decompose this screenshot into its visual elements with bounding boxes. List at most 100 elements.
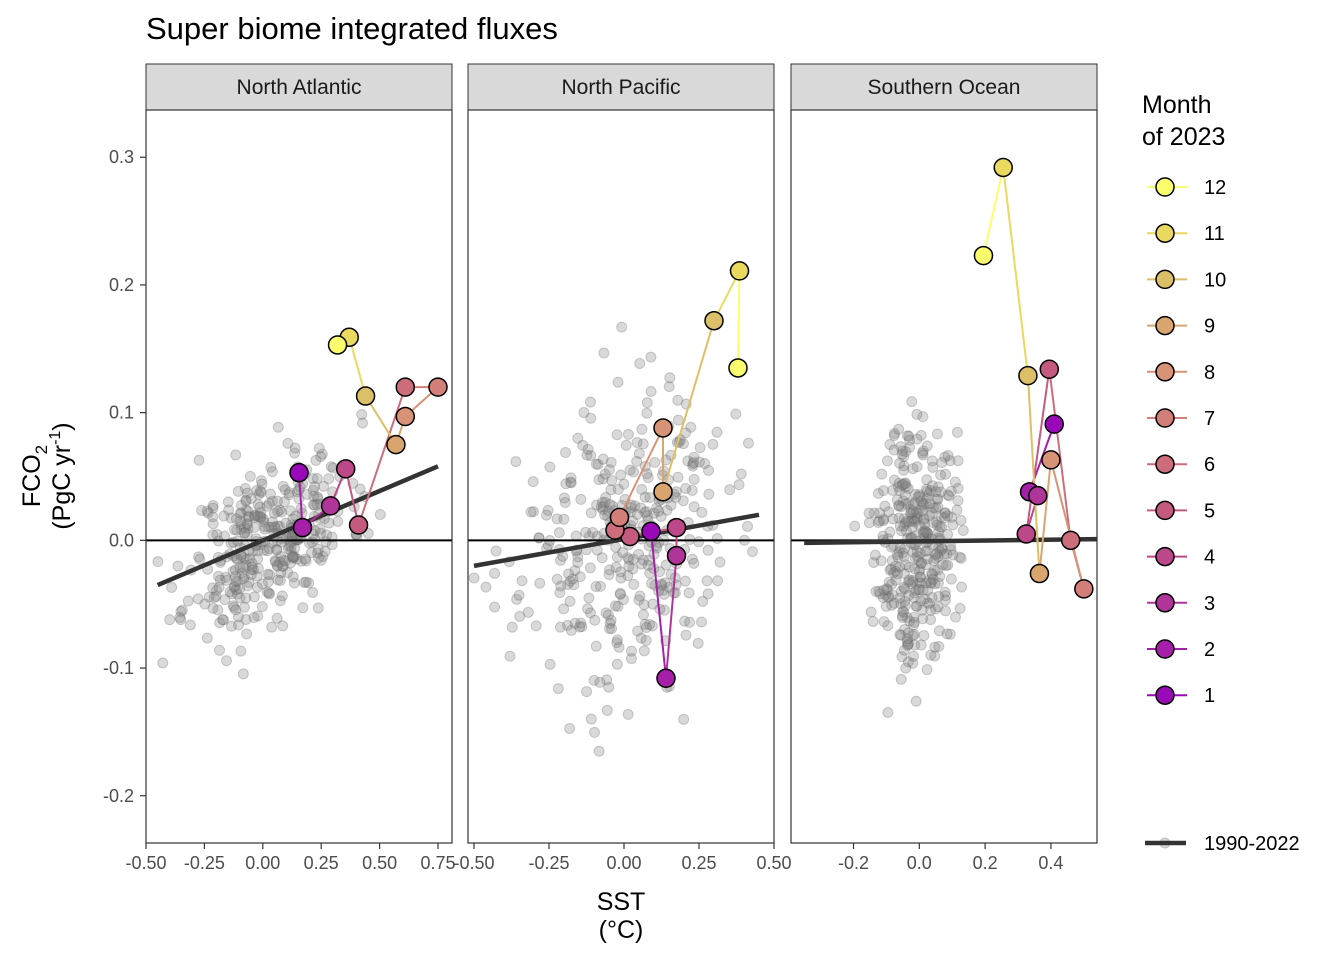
historical-point [614,587,626,599]
historical-point [688,456,700,468]
historical-point [574,621,586,633]
historical-point [888,444,900,456]
historical-point [248,591,260,603]
historical-point [686,484,698,496]
historical-point [235,507,247,519]
historical-point [274,556,286,568]
y-tick-label: 0.1 [109,403,134,423]
historical-point [885,563,897,575]
historical-point [266,516,278,528]
historical-point [164,614,176,626]
historical-point [641,510,653,522]
panel-strip-label: North Atlantic [237,76,362,99]
historical-point [603,464,615,476]
historical-point [902,640,914,652]
historical-point [919,518,931,530]
month-path-segment [1025,369,1051,535]
historical-point [879,500,891,512]
historical-point [193,551,205,563]
historical-point [920,559,932,571]
historical-point [582,443,594,455]
historical-point [933,526,945,538]
historical-point [931,519,943,531]
historical-point [280,517,292,529]
historical-point [921,664,933,676]
historical-point [272,495,284,507]
historical-point [888,567,900,579]
historical-point [942,510,954,522]
historical-point [615,572,627,584]
historical-point [511,593,523,605]
historical-point [274,504,286,516]
historical-point [565,624,577,636]
historical-point [664,372,676,384]
historical-point [915,571,927,583]
historical-point [897,495,909,507]
historical-point [898,520,910,532]
historical-point [915,558,927,570]
historical-point [356,417,368,429]
historical-point [315,554,327,566]
historical-point [568,579,580,591]
historical-point [596,552,608,564]
x-tick-label: -0.25 [528,853,569,873]
historical-point [893,500,905,512]
historical-point [692,637,704,649]
historical-point [663,381,675,393]
month-point [428,377,448,397]
historical-point [261,586,273,598]
historical-point [240,504,252,516]
historical-point [282,567,294,579]
historical-point [902,483,914,495]
historical-point [915,639,927,651]
historical-point [218,510,230,522]
historical-point [554,587,566,599]
historical-point [231,588,243,600]
month-point [1018,365,1038,386]
historical-point [891,549,903,561]
historical-point [888,427,900,439]
historical-point [644,492,656,504]
historical-point [908,616,920,628]
historical-point [225,620,237,632]
y-tick-label: 0.0 [109,530,134,550]
historical-point [238,573,250,585]
historical-point [606,623,618,635]
month-point [728,358,748,378]
historical-point [657,584,669,596]
historical-point [230,604,242,616]
historical-point [208,592,220,604]
historical-point [312,493,324,505]
historical-point [207,518,219,530]
historical-point [506,621,518,633]
historical-point [641,407,653,419]
historical-point [272,574,284,586]
historical-point [891,494,903,506]
historical-point [682,455,694,467]
historical-point [642,559,654,571]
historical-point [253,489,265,501]
historical-point [648,507,660,519]
historical-point [582,603,594,615]
historical-point [231,524,243,536]
historical-point [235,515,247,527]
historical-point [883,590,895,602]
historical-point [926,455,938,467]
historical-point [242,505,254,517]
historical-point [323,473,335,485]
historical-point [527,506,539,518]
historical-point [567,573,579,585]
historical-point [601,704,613,716]
historical-point [289,551,301,563]
historical-point [295,555,307,567]
historical-point [932,577,944,589]
historical-point [868,556,880,568]
historical-point [256,578,268,590]
historical-point [251,581,263,593]
x-tick-label: -0.50 [125,853,166,873]
historical-point [230,571,242,583]
historical-point [232,575,244,587]
historical-point [264,588,276,600]
historical-point [299,553,311,565]
historical-point [907,650,919,662]
